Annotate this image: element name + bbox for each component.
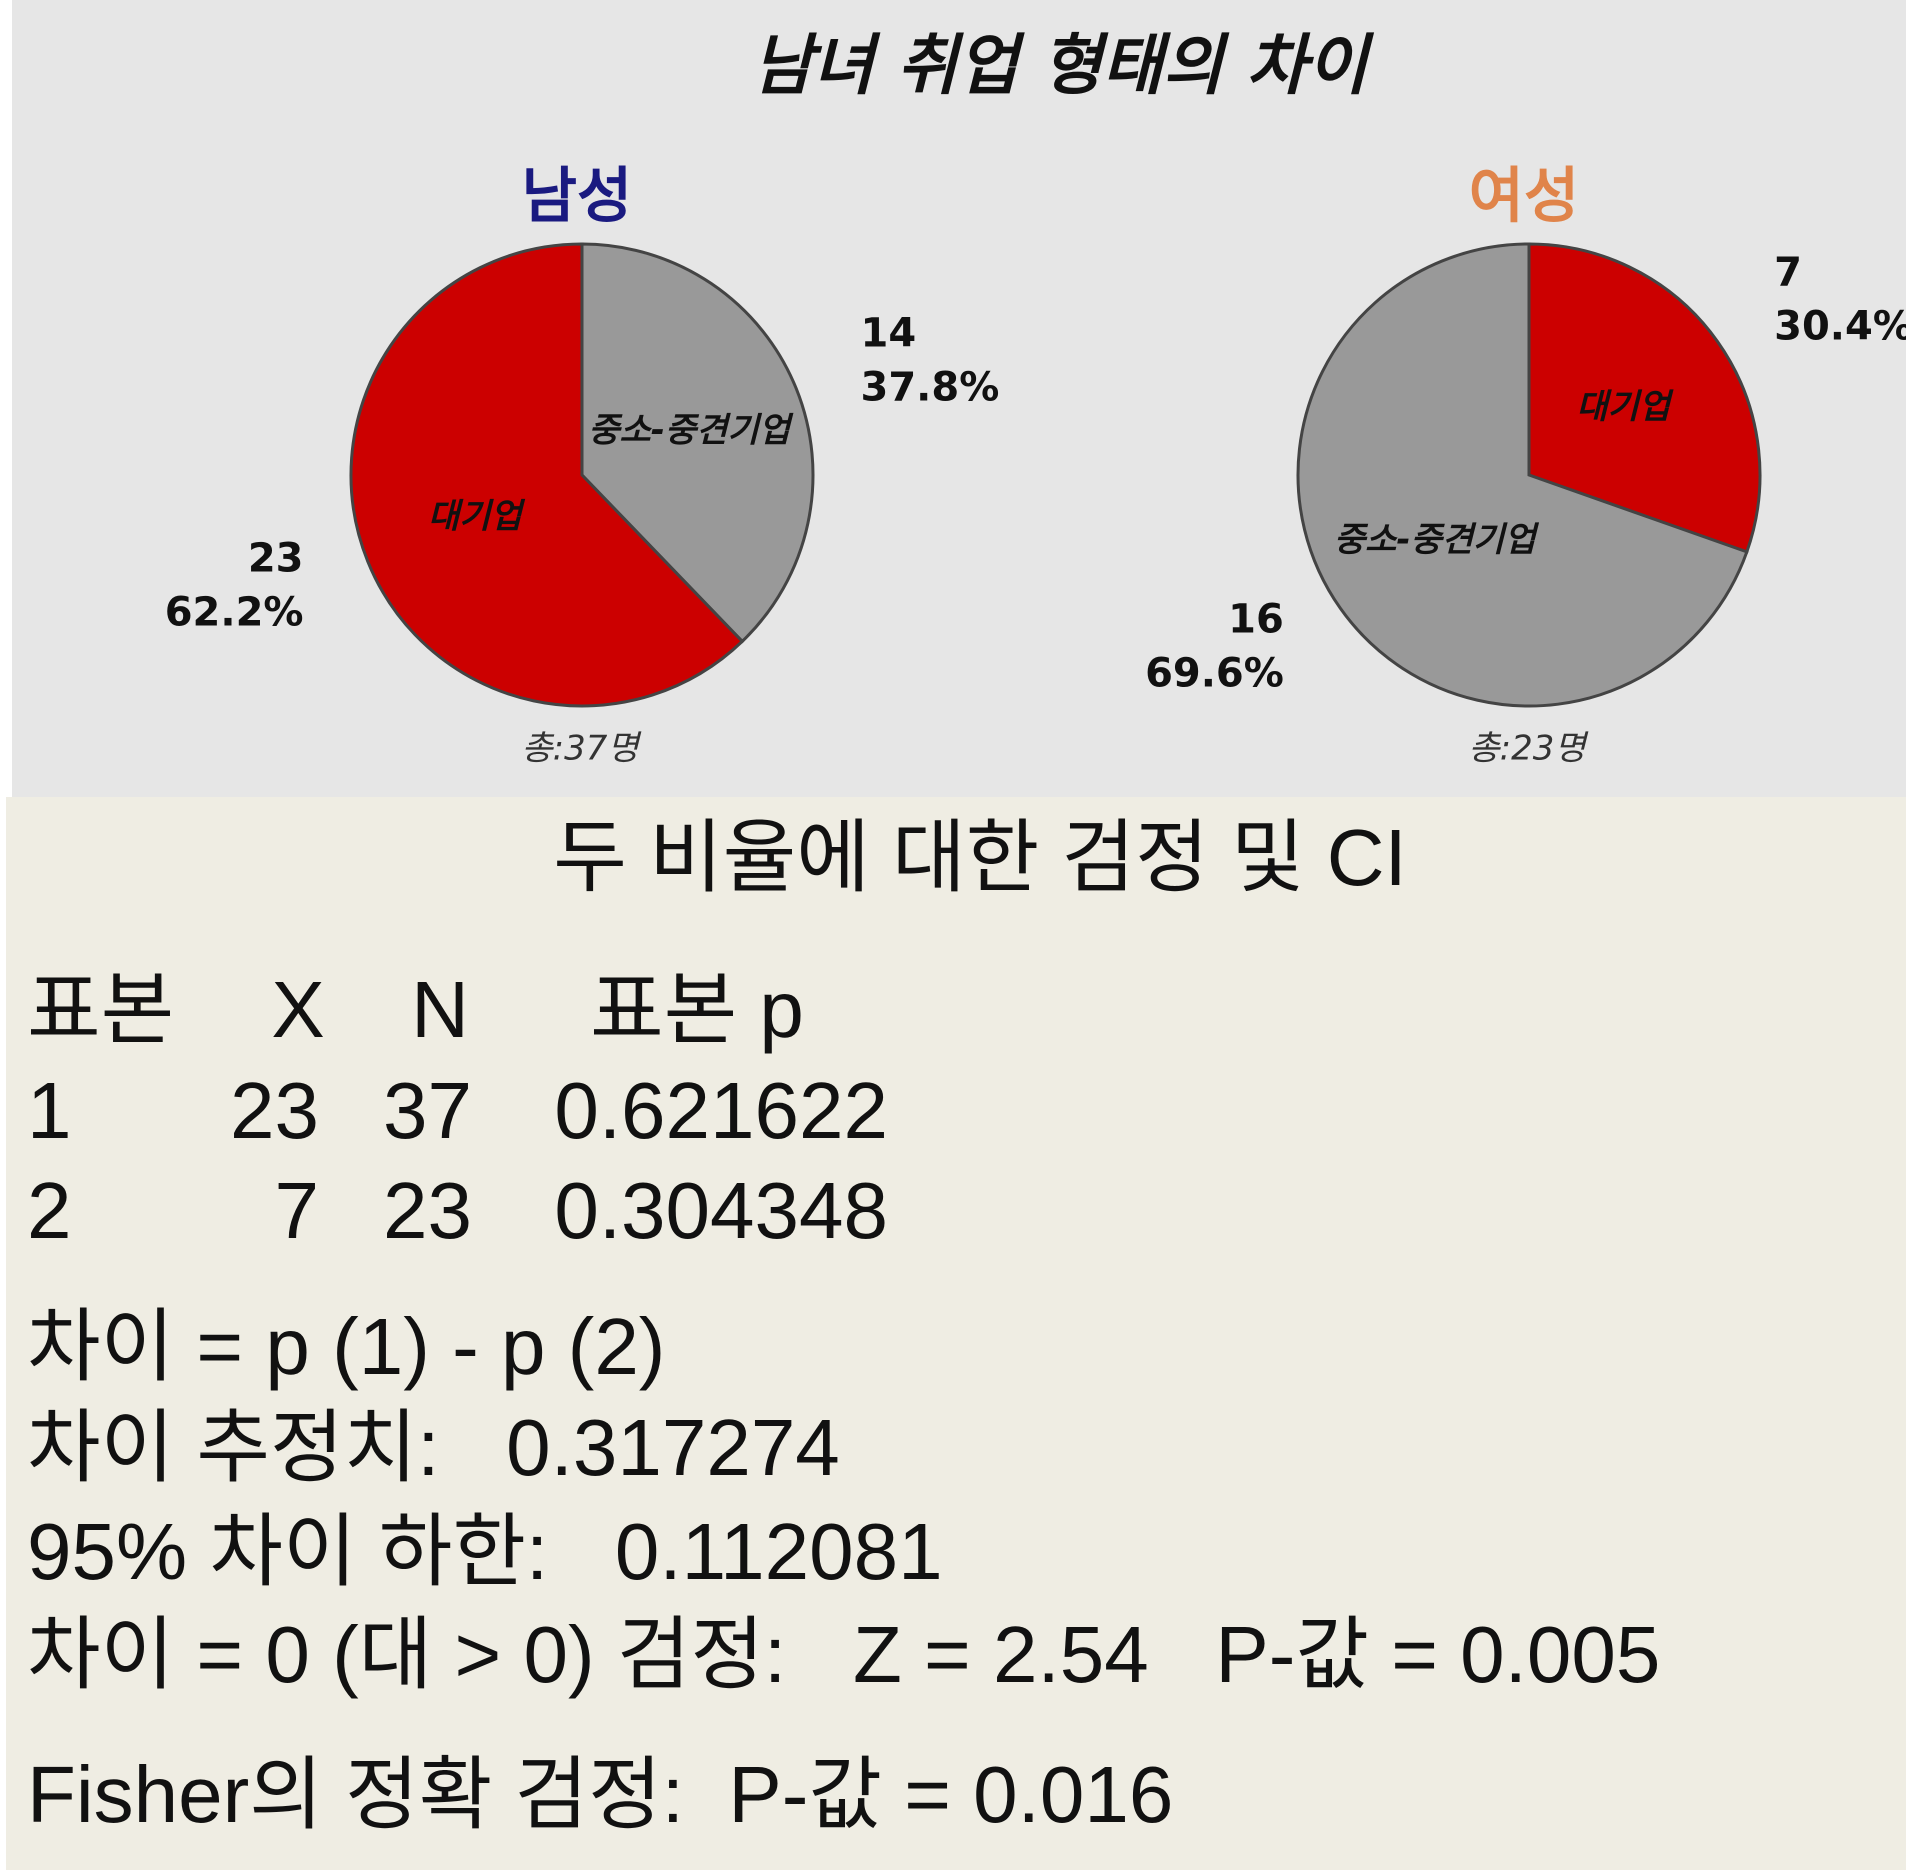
slice-percent: 69.6%: [1145, 650, 1284, 696]
slice-count: 14: [861, 311, 917, 357]
slice-percent: 62.2%: [165, 589, 304, 635]
output-title: 두 비율에 대한 검정 및 CI: [553, 813, 1407, 902]
pie-note: 총:37명: [521, 729, 642, 769]
table-cell: 0.304348: [554, 1166, 888, 1255]
table-header: 표본 p: [590, 965, 804, 1054]
main-title: 남녀 취업 형태의 차이: [752, 27, 1375, 104]
slice-count: 7: [1774, 250, 1802, 296]
slice-percent: 30.4%: [1774, 304, 1906, 350]
pie-title: 남성: [522, 162, 632, 232]
slice-category: 중소-중견기업: [1334, 520, 1540, 560]
table-cell: 37: [383, 1066, 472, 1155]
output-line: 차이 = 0 (대 > 0) 검정: Z = 2.54 P-값 = 0.005: [27, 1610, 1660, 1699]
output-line: 차이 추정치: 0.317274: [27, 1403, 840, 1492]
table-cell: 2: [27, 1166, 72, 1255]
slice-count: 16: [1228, 596, 1284, 642]
table-header: N: [411, 965, 469, 1054]
output-line: 95% 차이 하한: 0.112081: [27, 1507, 943, 1596]
table-header: 표본: [27, 965, 174, 1054]
pie-slice: [1527, 242, 1762, 554]
output-line: Fisher의 정확 검정: P-값 = 0.016: [27, 1750, 1173, 1839]
table-cell: 7: [275, 1166, 320, 1255]
output-line: 차이 = p (1) - p (2): [27, 1302, 665, 1391]
pie-slice: [1296, 242, 1749, 708]
table-cell: 23: [383, 1166, 472, 1255]
output-panel: [6, 797, 1906, 1870]
slice-count: 23: [248, 535, 304, 581]
table-cell: 23: [230, 1066, 319, 1155]
slice-category: 중소-중견기업: [588, 410, 794, 450]
slice-category: 대기업: [428, 497, 526, 537]
table-header: X: [271, 965, 324, 1054]
slice-percent: 37.8%: [861, 365, 1000, 411]
pie-title: 여성: [1469, 162, 1579, 232]
table-cell: 1: [27, 1066, 72, 1155]
pie-slice: [580, 242, 815, 644]
table-cell: 0.621622: [554, 1066, 888, 1155]
pie-note: 총:23명: [1468, 729, 1589, 769]
slice-category: 대기업: [1576, 387, 1674, 427]
pie-slice: [349, 242, 745, 708]
